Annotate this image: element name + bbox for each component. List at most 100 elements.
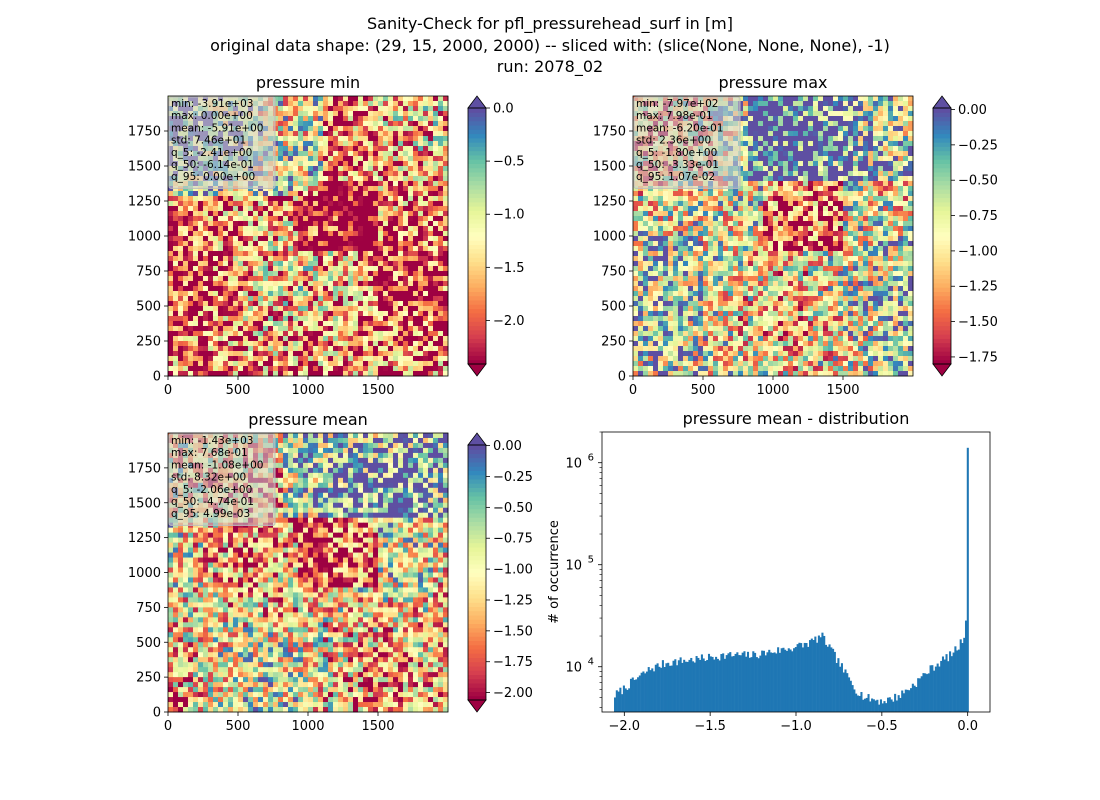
- map-cell: [293, 181, 299, 187]
- map-cell: [283, 141, 289, 147]
- map-cell: [378, 221, 384, 227]
- map-cell: [223, 341, 229, 347]
- map-cell: [658, 251, 664, 257]
- map-cell: [313, 326, 319, 332]
- map-cell: [328, 276, 334, 282]
- map-cell: [908, 136, 914, 142]
- map-cell: [733, 196, 739, 202]
- map-cell: [318, 186, 324, 192]
- map-cell: [393, 336, 399, 342]
- map-cell: [308, 136, 314, 142]
- map-cell: [228, 246, 234, 252]
- map-cell: [803, 156, 809, 162]
- map-cell: [833, 211, 839, 217]
- map-cell: [283, 126, 289, 132]
- map-cell: [353, 336, 359, 342]
- map-cell: [373, 151, 379, 157]
- map-cell: [398, 291, 404, 297]
- map-cell: [783, 211, 789, 217]
- map-cell: [878, 246, 884, 252]
- map-cell: [863, 241, 869, 247]
- map-cell: [353, 161, 359, 167]
- map-cell: [268, 361, 274, 367]
- map-cell: [333, 196, 339, 202]
- map-cell: [198, 256, 204, 262]
- map-cell: [888, 141, 894, 147]
- map-cell: [813, 181, 819, 187]
- colorbar-step: [468, 163, 486, 169]
- map-cell: [243, 361, 249, 367]
- map-cell: [298, 211, 304, 217]
- map-cell: [268, 316, 274, 322]
- map-cell: [413, 356, 419, 362]
- map-cell: [338, 151, 344, 157]
- map-cell: [198, 266, 204, 272]
- map-cell: [783, 111, 789, 117]
- map-cell: [813, 236, 819, 242]
- map-cell: [313, 306, 319, 312]
- map-cell: [378, 121, 384, 127]
- map-cell: [408, 226, 414, 232]
- map-cell: [268, 241, 274, 247]
- map-cell: [298, 306, 304, 312]
- map-cell: [318, 106, 324, 112]
- map-cell: [228, 361, 234, 367]
- map-cell: [373, 211, 379, 217]
- map-cell: [713, 246, 719, 252]
- map-cell: [683, 251, 689, 257]
- map-cell: [238, 266, 244, 272]
- stats-line: q_5: -2.41e+00: [171, 147, 252, 159]
- map-cell: [653, 201, 659, 207]
- map-cell: [293, 201, 299, 207]
- map-cell: [398, 361, 404, 367]
- map-cell: [828, 166, 834, 172]
- map-cell: [363, 341, 369, 347]
- map-cell: [818, 241, 824, 247]
- map-cell: [263, 216, 269, 222]
- map-cell: [828, 121, 834, 127]
- map-cell: [773, 156, 779, 162]
- map-cell: [323, 336, 329, 342]
- map-cell: [203, 231, 209, 237]
- map-cell: [743, 161, 749, 167]
- map-cell: [808, 106, 814, 112]
- map-cell: [383, 171, 389, 177]
- map-cell: [168, 266, 174, 272]
- map-cell: [288, 231, 294, 237]
- map-cell: [283, 216, 289, 222]
- map-cell: [823, 176, 829, 182]
- map-cell: [433, 341, 439, 347]
- map-cell: [408, 341, 414, 347]
- map-cell: [248, 336, 254, 342]
- map-cell: [868, 211, 874, 217]
- map-cell: [348, 341, 354, 347]
- map-cell: [423, 256, 429, 262]
- map-cell: [278, 176, 284, 182]
- map-cell: [273, 296, 279, 302]
- map-cell: [903, 121, 909, 127]
- map-cell: [398, 301, 404, 307]
- map-cell: [398, 351, 404, 357]
- map-cell: [878, 201, 884, 207]
- map-cell: [248, 291, 254, 297]
- map-cell: [193, 191, 199, 197]
- map-cell: [713, 196, 719, 202]
- map-cell: [233, 286, 239, 292]
- map-cell: [293, 151, 299, 157]
- map-cell: [758, 116, 764, 122]
- map-cell: [253, 196, 259, 202]
- map-cell: [333, 291, 339, 297]
- map-cell: [318, 251, 324, 257]
- map-cell: [728, 246, 734, 252]
- map-cell: [328, 281, 334, 287]
- map-cell: [753, 106, 759, 112]
- map-cell: [293, 231, 299, 237]
- map-cell: [233, 246, 239, 252]
- map-cell: [348, 161, 354, 167]
- map-cell: [408, 101, 414, 107]
- map-cell: [873, 101, 879, 107]
- map-cell: [218, 211, 224, 217]
- map-cell: [863, 236, 869, 242]
- map-cell: [333, 256, 339, 262]
- map-cell: [353, 361, 359, 367]
